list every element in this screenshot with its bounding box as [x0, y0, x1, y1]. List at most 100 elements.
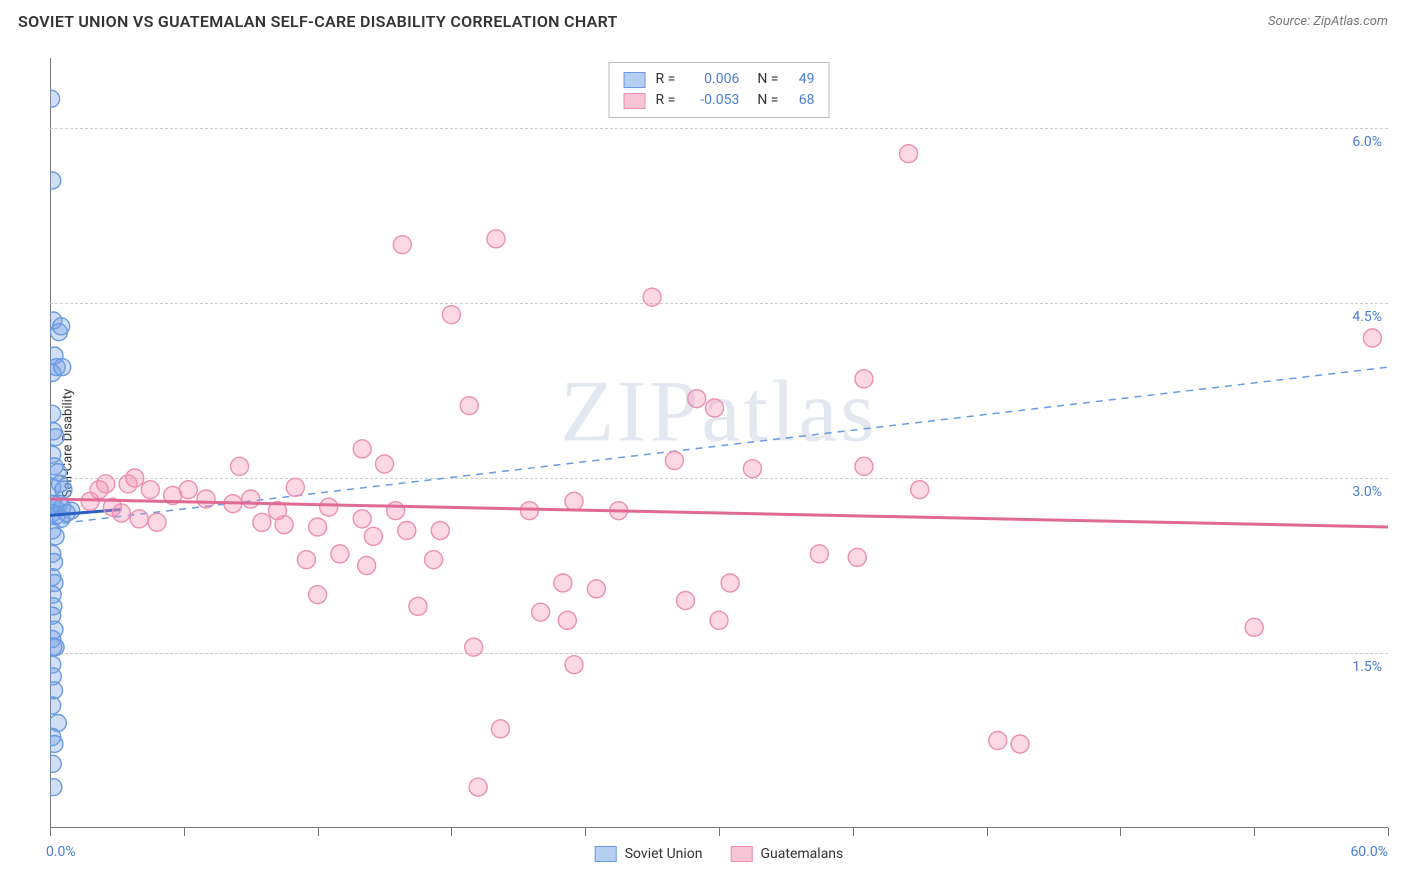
legend-swatch — [624, 93, 646, 109]
data-point — [425, 551, 443, 569]
data-point — [309, 518, 327, 536]
data-point — [112, 504, 130, 522]
data-point — [275, 516, 293, 534]
x-tick — [184, 828, 185, 836]
data-point — [431, 522, 449, 540]
data-point — [565, 492, 583, 510]
x-tick — [318, 828, 319, 836]
data-point — [309, 586, 327, 604]
data-point — [398, 522, 416, 540]
legend-stats-box: R =0.006N =49R =-0.053N =68 — [609, 62, 830, 118]
data-point — [376, 455, 394, 473]
data-point — [855, 370, 873, 388]
data-point — [688, 390, 706, 408]
data-point — [1245, 618, 1263, 636]
data-point — [53, 318, 70, 335]
scatter-svg — [50, 58, 1388, 828]
x-min-label: 0.0% — [46, 844, 76, 860]
chart-header: SOVIET UNION VS GUATEMALAN SELF-CARE DIS… — [0, 0, 1406, 37]
data-point — [331, 545, 349, 563]
data-point — [364, 527, 382, 545]
chart-source: Source: ZipAtlas.com — [1268, 14, 1388, 29]
data-point — [1363, 329, 1381, 347]
data-point — [353, 440, 371, 458]
r-label: R = — [656, 69, 676, 90]
x-tick — [451, 828, 452, 836]
data-point — [179, 481, 197, 499]
data-point — [710, 611, 728, 629]
data-point — [387, 502, 405, 520]
data-point — [320, 498, 338, 516]
legend-swatch — [624, 72, 646, 88]
data-point — [587, 580, 605, 598]
data-point — [50, 429, 64, 446]
x-tick — [1388, 828, 1389, 836]
x-max-label: 60.0% — [1350, 844, 1388, 860]
data-point — [50, 528, 64, 545]
data-point — [487, 230, 505, 248]
data-point — [50, 779, 62, 796]
data-point — [50, 405, 61, 422]
data-point — [393, 236, 411, 254]
legend-label: Soviet Union — [625, 846, 703, 862]
legend-swatch — [731, 846, 753, 862]
data-point — [989, 732, 1007, 750]
data-point — [242, 490, 260, 508]
chart-plot-area: Self-Care Disability ZIPatlas R =0.006N … — [50, 58, 1388, 828]
data-point — [197, 490, 215, 508]
data-point — [148, 513, 166, 531]
data-point — [677, 592, 695, 610]
n-label: N = — [757, 90, 778, 111]
data-point — [358, 557, 376, 575]
data-point — [665, 452, 683, 470]
data-point — [1011, 735, 1029, 753]
x-tick — [50, 828, 51, 836]
data-point — [50, 172, 61, 189]
n-value: 49 — [788, 69, 814, 90]
legend-label: Guatemalans — [761, 846, 844, 862]
data-point — [706, 399, 724, 417]
data-point — [54, 359, 71, 376]
r-value: -0.053 — [685, 90, 739, 111]
data-point — [297, 551, 315, 569]
trend-line — [50, 499, 1388, 527]
data-point — [286, 478, 304, 496]
data-point — [855, 457, 873, 475]
data-point — [743, 460, 761, 478]
data-point — [558, 611, 576, 629]
legend-item: Guatemalans — [731, 846, 844, 862]
x-tick — [1120, 828, 1121, 836]
data-point — [50, 90, 60, 107]
r-value: 0.006 — [685, 69, 739, 90]
x-tick — [719, 828, 720, 836]
legend-bottom: Soviet Union Guatemalans — [595, 846, 844, 862]
legend-stat-row: R =-0.053N =68 — [624, 90, 815, 111]
data-point — [532, 603, 550, 621]
data-point — [554, 574, 572, 592]
data-point — [50, 682, 63, 699]
data-point — [810, 545, 828, 563]
data-point — [50, 697, 61, 714]
data-point — [130, 510, 148, 528]
legend-item: Soviet Union — [595, 846, 703, 862]
data-point — [848, 548, 866, 566]
data-point — [442, 306, 460, 324]
data-point — [97, 475, 115, 493]
data-point — [231, 457, 249, 475]
data-point — [911, 481, 929, 499]
x-tick — [987, 828, 988, 836]
data-point — [643, 288, 661, 306]
data-point — [900, 145, 918, 163]
data-point — [460, 397, 478, 415]
data-point — [353, 510, 371, 528]
data-point — [465, 638, 483, 656]
data-point — [50, 639, 64, 656]
data-point — [141, 481, 159, 499]
data-point — [721, 574, 739, 592]
data-point — [491, 720, 509, 738]
data-point — [50, 755, 61, 772]
x-tick — [585, 828, 586, 836]
data-point — [469, 778, 487, 796]
x-tick — [853, 828, 854, 836]
data-point — [50, 736, 63, 753]
